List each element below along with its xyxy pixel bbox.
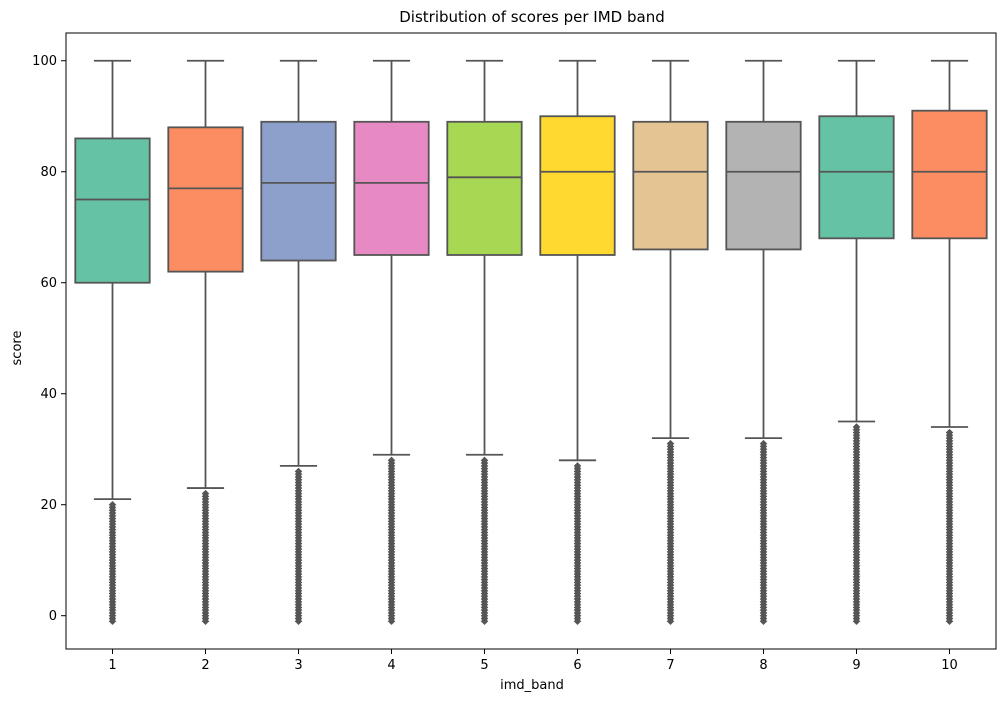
box-group-2	[167, 59, 244, 626]
outlier-point	[666, 439, 675, 448]
outlier-point	[852, 423, 861, 431]
chart-title: Distribution of scores per IMD band	[399, 8, 665, 26]
y-tick-label: 20	[40, 498, 57, 513]
x-tick-label: 7	[666, 658, 674, 673]
outlier-point	[387, 456, 396, 465]
outlier-point	[294, 467, 303, 476]
y-axis-label: score	[10, 331, 25, 366]
outlier-point	[201, 489, 210, 498]
iqr-box	[818, 115, 895, 240]
x-tick-label: 9	[852, 658, 860, 673]
x-tick-label: 2	[201, 658, 209, 673]
y-tick-label: 60	[40, 276, 57, 291]
box-group-9	[818, 59, 895, 626]
box-group-6	[539, 59, 616, 626]
outlier-point	[480, 456, 489, 465]
iqr-box	[260, 120, 337, 262]
plot-frame	[65, 32, 997, 650]
x-tick-label: 8	[759, 658, 767, 673]
x-axis: 1 2 3 4 5 6 7 8 9 10	[108, 649, 958, 673]
iqr-box	[446, 120, 523, 256]
box-group-1	[74, 59, 151, 626]
box-group-8	[725, 59, 802, 626]
box-group-7	[632, 59, 709, 626]
iqr-box	[725, 120, 802, 251]
box-group-3	[260, 59, 337, 626]
outlier-point	[573, 462, 582, 470]
x-tick-label: 5	[480, 658, 488, 673]
outlier-point	[108, 500, 117, 509]
x-tick-label: 3	[294, 658, 302, 673]
x-axis-label: imd_band	[500, 678, 564, 693]
y-tick-label: 100	[32, 54, 57, 69]
y-axis: 0 20 40 60 80 100	[32, 54, 66, 624]
y-tick-label: 0	[49, 609, 57, 624]
outlier-point	[759, 439, 768, 448]
iqr-box	[632, 120, 709, 251]
iqr-box	[167, 126, 244, 273]
y-tick-label: 40	[40, 387, 57, 402]
x-tick-label: 4	[387, 658, 395, 673]
y-tick-label: 80	[40, 165, 57, 180]
box-group-4	[353, 59, 430, 626]
iqr-box	[353, 120, 430, 256]
iqr-box	[539, 115, 616, 256]
x-tick-label: 6	[573, 658, 581, 673]
plot-area	[74, 59, 988, 626]
iqr-box	[911, 109, 988, 240]
outlier-point	[945, 428, 954, 437]
iqr-box	[74, 137, 151, 284]
box-group-10	[911, 59, 988, 626]
x-tick-label: 1	[108, 658, 116, 673]
x-tick-label: 10	[941, 658, 958, 673]
box-group-5	[446, 59, 523, 626]
